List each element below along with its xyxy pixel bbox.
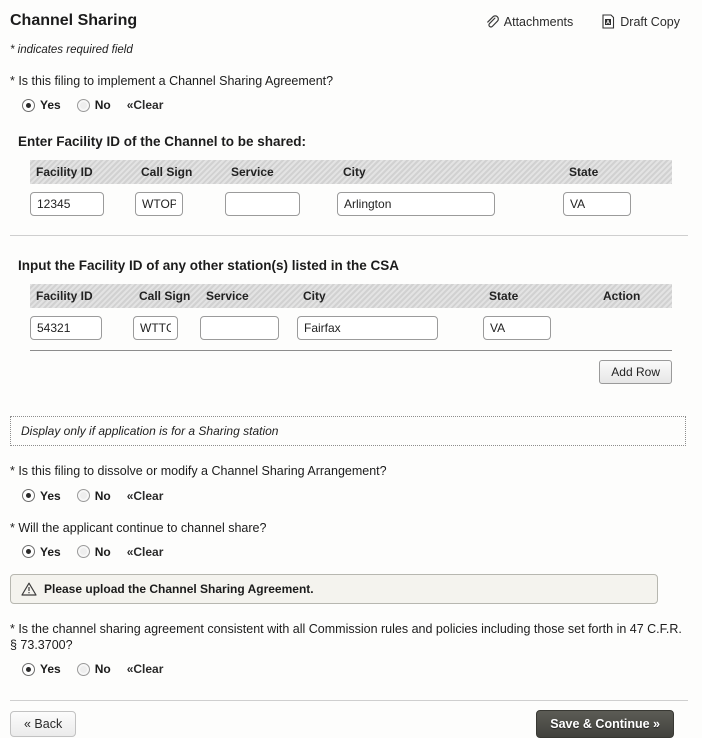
radio-unselected-icon (76, 662, 90, 676)
attachments-label: Attachments (503, 14, 574, 29)
question-continue-radios: Yes No «Clear (22, 545, 688, 559)
service-input[interactable] (225, 192, 300, 217)
question-implement-radios: Yes No «Clear (22, 98, 688, 112)
question-continue-share: * Will the applicant continue to channel… (10, 520, 688, 559)
radio-yes[interactable]: Yes (22, 98, 61, 112)
page-title: Channel Sharing (10, 12, 138, 29)
col-state: State (489, 289, 519, 304)
radio-selected-icon (22, 545, 35, 559)
call-sign-input[interactable] (133, 316, 178, 341)
required-field-note: * indicates required field (10, 44, 133, 56)
radio-selected-icon (22, 489, 35, 502)
radio-yes-label: Yes (40, 544, 61, 559)
col-facility-id: Facility ID (36, 289, 93, 304)
radio-no[interactable]: No (76, 98, 111, 113)
col-state: State (569, 165, 599, 180)
col-city: City (303, 289, 326, 304)
conditional-display-note: Display only if application is for a Sha… (10, 416, 686, 447)
draft-copy-label: Draft Copy (620, 14, 680, 29)
add-row-container: Add Row (10, 360, 672, 385)
table-bottom-rule (30, 350, 672, 352)
radio-no[interactable]: No (76, 544, 111, 559)
back-button[interactable]: « Back (10, 711, 77, 738)
radio-yes[interactable]: Yes (22, 489, 61, 503)
radio-no-label: No (94, 544, 111, 559)
clear-link[interactable]: «Clear (126, 662, 164, 677)
warning-icon (21, 582, 37, 596)
radio-yes-label: Yes (40, 662, 61, 677)
col-call-sign: Call Sign (139, 289, 191, 304)
clear-link[interactable]: «Clear (126, 488, 164, 503)
state-input[interactable] (483, 316, 551, 341)
clear-link[interactable]: «Clear (126, 98, 164, 113)
col-service: Service (206, 289, 249, 304)
radio-no-label: No (94, 98, 111, 113)
radio-unselected-icon (76, 545, 90, 559)
question-rules-consistent: * Is the channel sharing agreement consi… (10, 621, 688, 677)
footer-actions: « Back Save & Continue » (10, 710, 688, 738)
upload-warning-banner: Please upload the Channel Sharing Agreem… (10, 573, 658, 604)
question-continue-label: * Will the applicant continue to channel… (10, 520, 267, 535)
state-input[interactable] (563, 192, 631, 217)
shared-channel-table-header: Facility ID Call Sign Service City State (30, 160, 672, 185)
radio-unselected-icon (76, 98, 90, 112)
question-implement-label: * Is this filing to implement a Channel … (10, 74, 334, 88)
clear-link[interactable]: «Clear (126, 544, 164, 559)
service-input[interactable] (200, 316, 279, 341)
col-service: Service (231, 165, 274, 180)
question-rules-radios: Yes No «Clear (22, 662, 688, 676)
question-rules-label: * Is the channel sharing agreement consi… (10, 621, 682, 652)
paperclip-icon (486, 15, 499, 28)
city-input[interactable] (297, 316, 438, 341)
radio-yes-label: Yes (40, 488, 61, 503)
radio-yes[interactable]: Yes (22, 545, 61, 559)
header-actions: Attachments A Draft Copy (484, 10, 688, 29)
city-input[interactable] (337, 192, 495, 217)
question-implement-csa: * Is this filing to implement a Channel … (10, 73, 688, 112)
col-call-sign: Call Sign (141, 165, 193, 180)
attachments-link[interactable]: Attachments (484, 14, 573, 29)
col-action: Action (603, 289, 641, 304)
radio-no[interactable]: No (76, 662, 111, 677)
upload-warning-text: Please upload the Channel Sharing Agreem… (44, 581, 314, 596)
add-row-button[interactable]: Add Row (599, 360, 672, 385)
radio-selected-icon (22, 98, 35, 112)
radio-unselected-icon (76, 489, 90, 502)
csa-stations-table-row (30, 316, 672, 341)
col-facility-id: Facility ID (36, 165, 93, 180)
radio-no-label: No (94, 662, 111, 677)
radio-yes-label: Yes (40, 98, 61, 113)
question-dissolve-radios: Yes No «Clear (22, 489, 688, 503)
question-dissolve-modify: * Is this filing to dissolve or modify a… (10, 463, 688, 502)
csa-stations-heading: Input the Facility ID of any other stati… (18, 258, 400, 274)
shared-channel-table-row (30, 192, 672, 217)
radio-no[interactable]: No (76, 488, 111, 503)
facility-id-input[interactable] (30, 192, 104, 217)
document-icon: A (602, 14, 615, 29)
radio-yes[interactable]: Yes (22, 662, 61, 676)
call-sign-input[interactable] (135, 192, 183, 217)
section-divider (10, 235, 688, 237)
radio-no-label: No (94, 488, 111, 503)
radio-selected-icon (22, 662, 35, 676)
save-continue-button[interactable]: Save & Continue » (536, 710, 674, 738)
csa-stations-table-header: Facility ID Call Sign Service City State… (30, 284, 672, 309)
footer-divider (10, 700, 688, 702)
draft-copy-link[interactable]: A Draft Copy (601, 14, 680, 29)
facility-id-input[interactable] (30, 316, 102, 341)
shared-channel-heading: Enter Facility ID of the Channel to be s… (18, 134, 307, 150)
question-dissolve-label: * Is this filing to dissolve or modify a… (10, 464, 387, 479)
col-city: City (343, 165, 366, 180)
svg-text:A: A (606, 20, 610, 26)
page-header: Channel Sharing Attachments A Draft Copy (10, 10, 688, 30)
